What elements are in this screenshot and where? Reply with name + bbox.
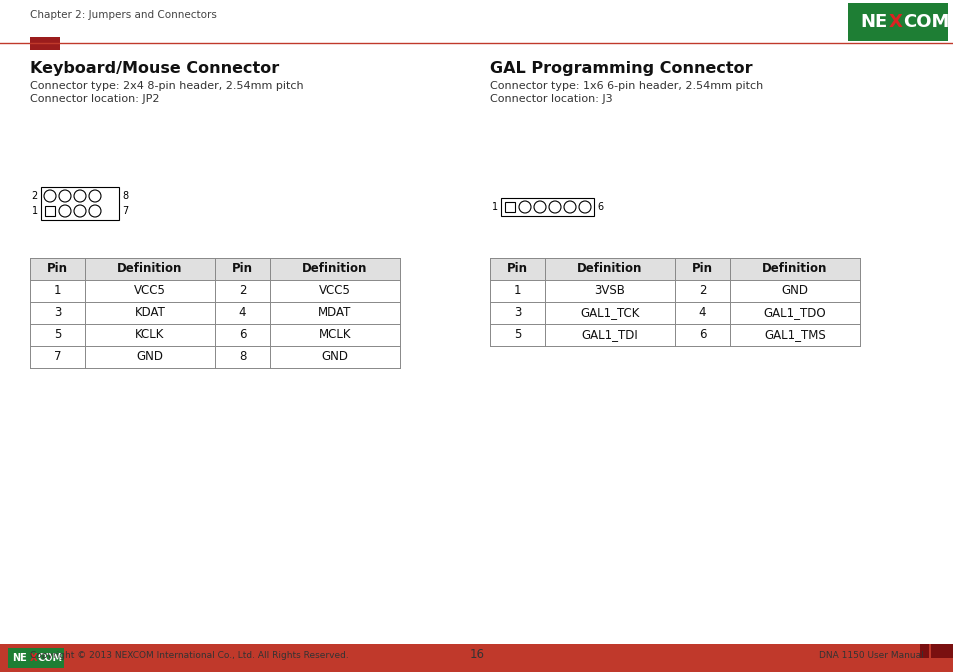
Text: X: X (888, 13, 902, 31)
Bar (490, 302, 859, 324)
Text: 1: 1 (31, 206, 38, 216)
Bar (45, 206, 55, 216)
Bar (504, 202, 515, 212)
Text: 6: 6 (238, 329, 246, 341)
Text: 1: 1 (492, 202, 497, 212)
Text: GND: GND (781, 284, 807, 298)
Bar (490, 258, 859, 280)
Text: DNA 1150 User Manual: DNA 1150 User Manual (819, 650, 923, 659)
Text: Pin: Pin (232, 263, 253, 276)
Text: 2: 2 (698, 284, 705, 298)
Text: 8: 8 (238, 351, 246, 364)
Text: NE: NE (12, 653, 27, 663)
Bar (30, 37, 60, 50)
Circle shape (518, 201, 531, 213)
Circle shape (89, 205, 101, 217)
Circle shape (74, 190, 86, 202)
Text: 5: 5 (53, 329, 61, 341)
Text: 2: 2 (31, 191, 38, 201)
Text: COM: COM (38, 653, 63, 663)
Bar (30, 346, 399, 368)
Text: 3: 3 (514, 306, 520, 319)
Text: Pin: Pin (47, 263, 68, 276)
Text: Connector location: JP2: Connector location: JP2 (30, 94, 159, 104)
Text: GND: GND (136, 351, 163, 364)
Bar (490, 280, 859, 302)
Text: GAL1_TDO: GAL1_TDO (763, 306, 825, 319)
Text: KCLK: KCLK (135, 329, 165, 341)
Bar (30, 324, 399, 346)
Text: VCC5: VCC5 (134, 284, 166, 298)
Text: GAL Programming Connector: GAL Programming Connector (490, 60, 752, 75)
Text: NE: NE (859, 13, 886, 31)
Text: GAL1_TCK: GAL1_TCK (579, 306, 639, 319)
Text: GAL1_TDI: GAL1_TDI (581, 329, 638, 341)
Text: VCC5: VCC5 (318, 284, 351, 298)
Text: Definition: Definition (302, 263, 367, 276)
Bar (847, 3, 947, 41)
Bar (41, 187, 119, 220)
Circle shape (89, 190, 101, 202)
Bar (919, 644, 935, 658)
Text: Pin: Pin (691, 263, 712, 276)
Text: 3: 3 (53, 306, 61, 319)
Text: Connector type: 2x4 8-pin header, 2.54mm pitch: Connector type: 2x4 8-pin header, 2.54mm… (30, 81, 303, 91)
Text: MCLK: MCLK (318, 329, 351, 341)
Bar (937, 644, 953, 658)
Text: Copyright © 2013 NEXCOM International Co., Ltd. All Rights Reserved.: Copyright © 2013 NEXCOM International Co… (30, 650, 349, 659)
Text: GAL1_TMS: GAL1_TMS (763, 329, 825, 341)
Text: 4: 4 (698, 306, 705, 319)
Text: Definition: Definition (761, 263, 827, 276)
Text: 4: 4 (238, 306, 246, 319)
Text: 16: 16 (469, 648, 484, 661)
Bar (928, 644, 930, 658)
Text: 5: 5 (514, 329, 520, 341)
Bar (919, 644, 953, 658)
Text: Connector location: J3: Connector location: J3 (490, 94, 612, 104)
Text: 2: 2 (238, 284, 246, 298)
Circle shape (74, 205, 86, 217)
Circle shape (534, 201, 545, 213)
Text: 6: 6 (698, 329, 705, 341)
Bar (30, 258, 399, 280)
Text: 3VSB: 3VSB (594, 284, 625, 298)
Text: GND: GND (321, 351, 348, 364)
Text: Definition: Definition (577, 263, 642, 276)
Circle shape (578, 201, 590, 213)
Bar (490, 324, 859, 346)
Text: Chapter 2: Jumpers and Connectors: Chapter 2: Jumpers and Connectors (30, 10, 216, 20)
Bar (30, 280, 399, 302)
Text: KDAT: KDAT (134, 306, 165, 319)
Bar (500, 198, 594, 216)
Text: Keyboard/Mouse Connector: Keyboard/Mouse Connector (30, 60, 279, 75)
Text: 7: 7 (53, 351, 61, 364)
Text: 1: 1 (514, 284, 520, 298)
Circle shape (59, 205, 71, 217)
Text: 1: 1 (53, 284, 61, 298)
Text: Definition: Definition (117, 263, 182, 276)
Circle shape (59, 190, 71, 202)
Text: Connector type: 1x6 6-pin header, 2.54mm pitch: Connector type: 1x6 6-pin header, 2.54mm… (490, 81, 762, 91)
Circle shape (548, 201, 560, 213)
Text: X: X (30, 653, 37, 663)
Text: MDAT: MDAT (318, 306, 352, 319)
Text: COM: COM (902, 13, 948, 31)
Text: Pin: Pin (506, 263, 527, 276)
Circle shape (44, 190, 56, 202)
Bar (30, 302, 399, 324)
Text: 8: 8 (122, 191, 128, 201)
Bar (8, 648, 64, 668)
Text: 6: 6 (597, 202, 602, 212)
Bar (0, 644, 953, 672)
Text: 7: 7 (122, 206, 128, 216)
Circle shape (563, 201, 576, 213)
